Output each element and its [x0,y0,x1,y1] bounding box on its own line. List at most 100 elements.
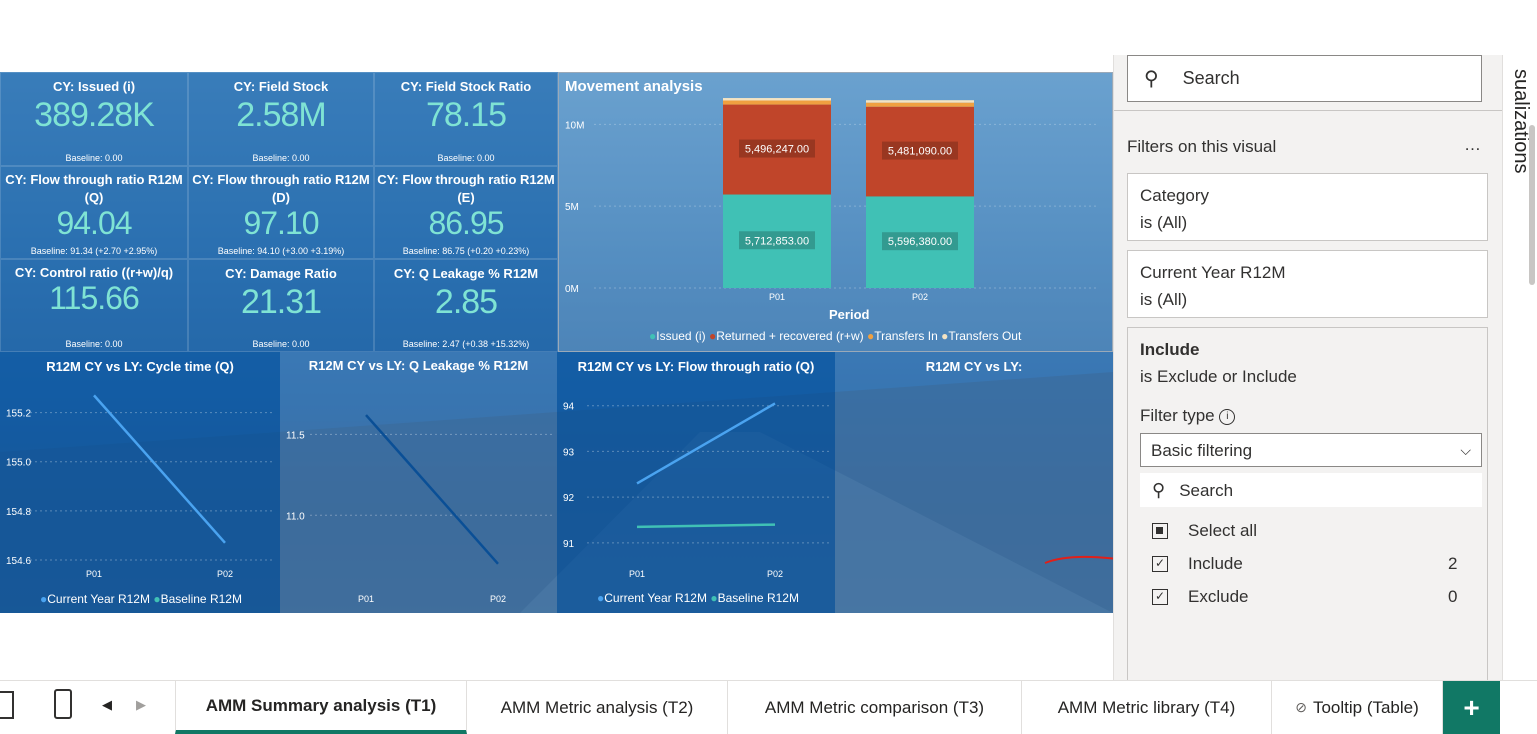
y-tick-label: 92 [563,493,575,504]
divider [1114,110,1503,111]
y-tick-label: 154.6 [6,556,31,567]
more-options-icon[interactable]: … [1464,135,1481,154]
bar-segment[interactable] [723,98,831,101]
bar-segment[interactable] [723,104,831,195]
values-search-box[interactable]: ⚲ Search [1140,473,1482,507]
search-icon: ⚲ [1144,68,1159,90]
legend-item: Current Year R12M [47,592,150,606]
kpi-card[interactable]: CY: Flow through ratio R12M (Q) 94.04 Base… [0,166,188,259]
option-row-exclude[interactable]: ✓ Exclude 0 [1140,583,1475,610]
kpi-baseline: Baseline: 0.00 [65,153,123,163]
visualizations-pane-collapsed[interactable]: sualizations [1502,55,1537,680]
bar-chart-svg: 0M 5M 10M 5,712,853.00 5,496,247.00 P01 5,596,… [565,98,1099,302]
data-label: 5,712,853.00 [745,235,809,247]
chart-legend: ●Current Year R12M ●Baseline R12M [40,592,242,606]
search-input[interactable]: Search [1179,480,1234,500]
line-chart-svg: 154.6 154.8 155.0 155.2 P01 P02 [6,394,275,579]
kpi-title: CY: Flow through ratio R12M (D) [192,172,370,205]
page-tabs-bar: ◀ ▶ AMM Summary analysis (T1) AMM Metric… [0,680,1537,734]
kpi-title: CY: Flow through ratio R12M (E) [377,172,555,205]
y-tick-label: 154.8 [6,507,31,518]
x-axis-label: Period [829,307,870,322]
kpi-title: CY: Issued (i) [52,79,136,94]
visualizations-label: sualizations [1510,69,1532,174]
data-label-bg [739,231,815,250]
kpi-card[interactable]: CY: Flow through ratio R12M (D) 97.10 Base… [188,166,374,259]
bar-segment[interactable] [866,196,974,288]
x-tick-label: P01 [629,569,645,579]
series-line[interactable] [93,394,226,544]
legend-item: Current Year R12M [604,591,707,605]
desktop-view-icon[interactable] [0,691,14,719]
tab-summary-analysis[interactable]: AMM Summary analysis (T1) [175,681,467,734]
pane-search-box[interactable]: ⚲ Search [1127,55,1482,102]
legend-item: Returned + recovered (r+w) [716,329,864,343]
cycle-time-chart[interactable]: R12M CY vs LY: Cycle time (Q) 154.6 154.8… [0,352,280,613]
filter-card-current-year[interactable]: Current Year R12M is (All) [1127,250,1488,318]
search-input[interactable]: Search [1182,68,1240,88]
filter-type-dropdown[interactable]: Basic filtering ⌵ [1140,433,1482,467]
chart-legend: ●Current Year R12M ●Baseline R12M [597,591,799,605]
scroll-left-icon[interactable]: ◀ [102,697,112,712]
legend-item: Baseline R12M [717,591,799,605]
bar-segment[interactable] [866,102,974,107]
select-all-row[interactable]: Select all [1140,517,1475,544]
movement-analysis-chart[interactable]: Movement analysis 0M 5M 10M 5,712,853.00 5,4… [558,72,1113,352]
bar-segment[interactable] [866,106,974,197]
tab-tooltip-table[interactable]: ⊘ Tooltip (Table) [1272,681,1443,734]
filter-type-text: Filter type [1140,406,1215,425]
kpi-baseline: Baseline: 0.00 [437,153,495,163]
filter-card-category[interactable]: Category is (All) [1127,173,1488,241]
kpi-card[interactable]: CY: Issued (i) 389.28K Baseline: 0.00 [0,72,188,166]
kpi-card[interactable]: CY: Q Leakage % R12M 2.85 Baseline: 2.47 (… [374,259,558,352]
kpi-baseline: Baseline: 0.00 [252,339,310,349]
option-label: Select all [1188,521,1257,540]
kpi-card[interactable]: CY: Control ratio ((r+w)/q) 115.66 Baselin… [0,259,188,352]
checkbox-checked[interactable]: ✓ [1152,588,1168,605]
kpi-card[interactable]: CY: Field Stock 2.58M Baseline: 0.00 [188,72,374,166]
chart-legend: ●Issued (i) ●Returned + recovered (r+w) … [649,329,1022,343]
kpi-card[interactable]: CY: Field Stock Ratio 78.15 Baseline: 0.00 [374,72,558,166]
kpi-card[interactable]: CY: Damage Ratio 21.31 Baseline: 0.00 [188,259,374,352]
filter-card-include[interactable]: Include is Exclude or Include Filter typ… [1127,327,1488,687]
y-tick-label: 93 [563,447,575,458]
x-tick-label: P02 [912,292,928,302]
chart-title: R12M CY vs LY: Q Leakage % R12M [308,358,529,373]
filter-pane: ⚲ Search Filters on this visual … Catego… [1113,55,1503,687]
scrollbar[interactable] [1529,125,1535,285]
series-line[interactable] [636,523,776,529]
bar-segment[interactable] [723,100,831,105]
legend-item: Transfers Out [948,329,1022,343]
tab-metric-library[interactable]: AMM Metric library (T4) [1022,681,1272,734]
flow-through-chart[interactable]: R12M CY vs LY: Flow through ratio (Q) 91… [557,352,835,613]
add-page-button[interactable]: + [1443,681,1500,734]
bar-segment[interactable] [866,100,974,103]
y-tick-label: 94 [563,402,575,413]
mobile-view-icon[interactable] [54,689,72,719]
option-row-include[interactable]: ✓ Include 2 [1140,550,1475,577]
legend-item: Baseline R12M [160,592,242,606]
series-line[interactable] [365,414,499,565]
series-line[interactable] [636,402,776,485]
dropdown-value: Basic filtering [1151,440,1253,460]
filter-value: is (All) [1140,290,1188,309]
kpi-title: CY: Damage Ratio [225,266,337,281]
chart-title: Movement analysis [565,78,703,95]
search-icon: ⚲ [1152,479,1166,500]
empty-chart[interactable]: R12M CY vs LY: [835,352,1113,613]
bar-segment[interactable] [723,194,831,288]
legend-item: Transfers In [874,329,938,343]
kpi-value: 115.66 [49,280,140,316]
x-tick-label: P01 [86,569,102,579]
checkbox-partial[interactable] [1152,522,1168,539]
x-tick-label: P02 [217,569,233,579]
data-label: 5,481,090.00 [888,146,952,158]
tab-metric-analysis[interactable]: AMM Metric analysis (T2) [467,681,728,734]
leakage-chart[interactable]: R12M CY vs LY: Q Leakage % R12M 11.0 11.5… [280,352,557,613]
checkbox-checked[interactable]: ✓ [1152,555,1168,572]
option-count: 0 [1448,587,1458,606]
scroll-right-icon[interactable]: ▶ [136,697,146,712]
x-tick-label: P02 [490,594,506,604]
kpi-card[interactable]: CY: Flow through ratio R12M (E) 86.95 Base… [374,166,558,259]
tab-metric-comparison[interactable]: AMM Metric comparison (T3) [728,681,1022,734]
